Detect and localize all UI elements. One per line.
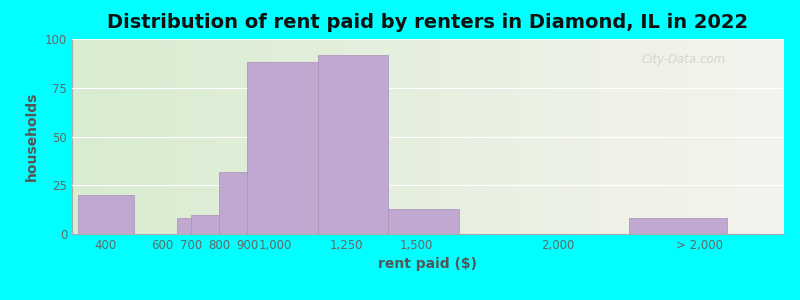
Text: City-Data.com: City-Data.com xyxy=(642,52,726,66)
Bar xyxy=(177,218,190,234)
Bar xyxy=(78,195,134,234)
Bar xyxy=(190,214,219,234)
Bar xyxy=(219,172,247,234)
Bar xyxy=(318,55,389,234)
Bar xyxy=(247,62,318,234)
Bar xyxy=(629,218,727,234)
X-axis label: rent paid ($): rent paid ($) xyxy=(378,257,478,272)
Y-axis label: households: households xyxy=(26,92,39,181)
Title: Distribution of rent paid by renters in Diamond, IL in 2022: Distribution of rent paid by renters in … xyxy=(107,13,749,32)
Bar xyxy=(389,209,459,234)
